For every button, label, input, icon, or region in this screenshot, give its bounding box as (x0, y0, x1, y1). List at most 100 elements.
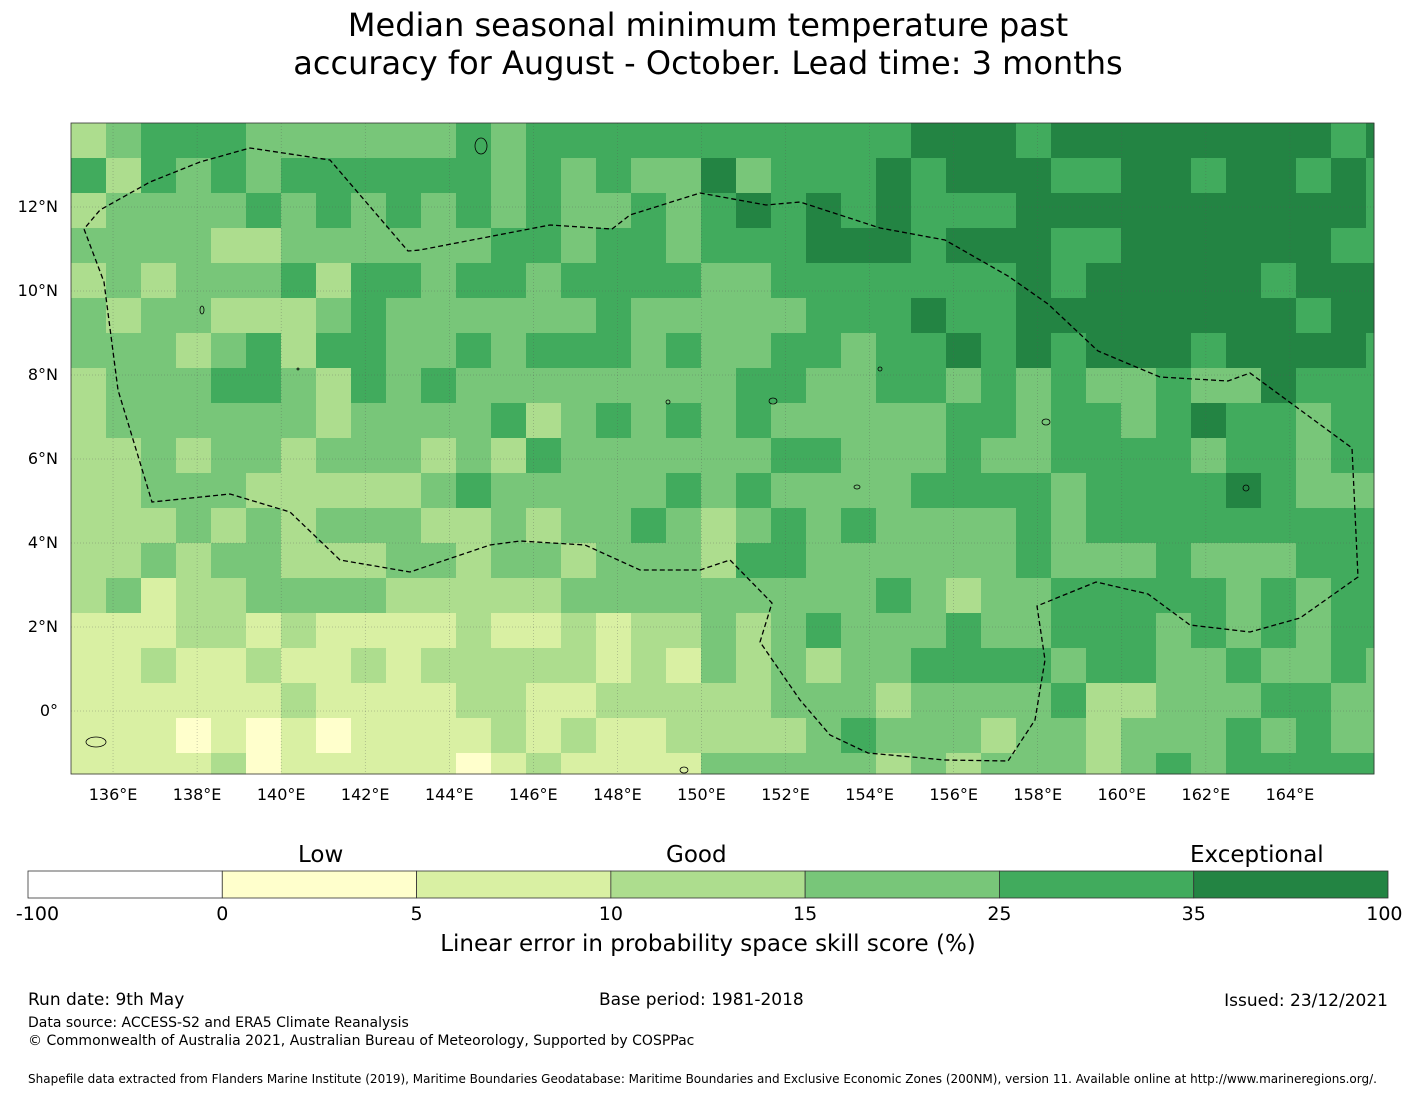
skill-cell (631, 123, 667, 159)
skill-cell (386, 508, 422, 544)
skill-cell (841, 438, 877, 474)
skill-cell (71, 683, 107, 719)
skill-cell (1191, 263, 1227, 299)
skill-cell (456, 368, 492, 404)
skill-cell (561, 228, 597, 264)
skill-cell (876, 613, 912, 649)
skill-cell (106, 543, 142, 579)
skill-cell (561, 718, 597, 754)
skill-cell (1191, 123, 1227, 159)
skill-cell (1156, 648, 1192, 684)
skill-cell (561, 648, 597, 684)
skill-cell (736, 403, 772, 439)
skill-cell (1191, 613, 1227, 649)
skill-cell (351, 438, 387, 474)
skill-cell (71, 753, 107, 775)
skill-cell (1191, 473, 1227, 509)
skill-grid (71, 123, 1375, 775)
skill-cell (386, 473, 422, 509)
skill-cell (1156, 543, 1192, 579)
skill-cell (491, 333, 527, 369)
skill-cell (141, 193, 177, 229)
skill-cell (1191, 193, 1227, 229)
skill-cell (771, 718, 807, 754)
skill-cell (351, 158, 387, 194)
skill-cell (771, 613, 807, 649)
skill-cell (1296, 228, 1332, 264)
skill-cell (246, 648, 282, 684)
skill-cell (421, 438, 457, 474)
skill-cell (316, 263, 352, 299)
x-tick-label: 158°E (1013, 785, 1063, 804)
skill-cell (71, 333, 107, 369)
skill-cell (1296, 123, 1332, 159)
skill-cell (806, 333, 842, 369)
skill-cell (1296, 683, 1332, 719)
skill-cell (211, 228, 247, 264)
skill-cell (946, 193, 982, 229)
skill-cell (1121, 683, 1157, 719)
title-line-2: accuracy for August - October. Lead time… (293, 44, 1123, 82)
skill-cell (1156, 718, 1192, 754)
skill-cell (141, 718, 177, 754)
skill-cell (281, 473, 317, 509)
skill-cell (806, 438, 842, 474)
island-outline (1242, 484, 1250, 492)
skill-cell (211, 543, 247, 579)
skill-cell (736, 543, 772, 579)
skill-cell (911, 298, 947, 334)
skill-cell (1051, 158, 1087, 194)
skill-cell (246, 263, 282, 299)
skill-cell (1261, 683, 1297, 719)
skill-cell (701, 298, 737, 334)
skill-cell (736, 613, 772, 649)
skill-cell (1226, 683, 1262, 719)
skill-cell (1121, 123, 1157, 159)
skill-cell (946, 683, 982, 719)
skill-cell (1191, 718, 1227, 754)
skill-cell (701, 193, 737, 229)
skill-cell (1261, 123, 1297, 159)
skill-cell (1366, 158, 1375, 194)
skill-cell (596, 403, 632, 439)
skill-cell (631, 473, 667, 509)
skill-cell (701, 473, 737, 509)
skill-cell (526, 193, 562, 229)
skill-cell (1296, 193, 1332, 229)
skill-cell (491, 193, 527, 229)
skill-cell (1051, 683, 1087, 719)
skill-cell (1261, 333, 1297, 369)
skill-cell (211, 368, 247, 404)
skill-cell (386, 333, 422, 369)
colorbar-tick-label: 10 (598, 903, 623, 925)
skill-cell (351, 753, 387, 775)
skill-cell (771, 753, 807, 775)
skill-cell (841, 403, 877, 439)
skill-cell (1086, 438, 1122, 474)
skill-cell (631, 368, 667, 404)
skill-cell (491, 473, 527, 509)
skill-cell (561, 508, 597, 544)
skill-cell (526, 438, 562, 474)
skill-cell (596, 613, 632, 649)
skill-cell (946, 298, 982, 334)
skill-cell (561, 123, 597, 159)
skill-cell (351, 368, 387, 404)
skill-cell (1086, 543, 1122, 579)
skill-cell (631, 613, 667, 649)
skill-cell (1156, 193, 1192, 229)
skill-cell (1366, 753, 1375, 775)
skill-cell (1191, 578, 1227, 614)
skill-cell (596, 753, 632, 775)
skill-cell (71, 578, 107, 614)
skill-cell (736, 718, 772, 754)
skill-cell (841, 718, 877, 754)
skill-cell (1296, 613, 1332, 649)
skill-cell (1086, 298, 1122, 334)
skill-cell (526, 403, 562, 439)
skill-cell (281, 333, 317, 369)
skill-cell (141, 333, 177, 369)
skill-cell (596, 263, 632, 299)
skill-cell (946, 158, 982, 194)
skill-cell (351, 123, 387, 159)
